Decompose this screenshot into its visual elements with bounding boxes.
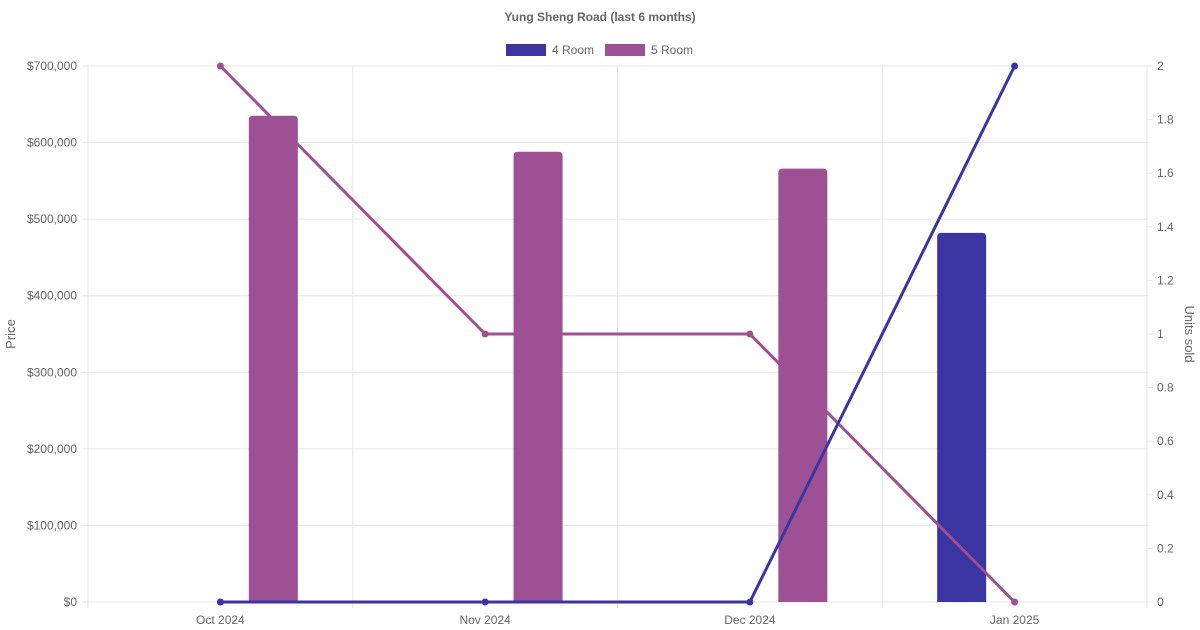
bar-4-room[interactable]	[937, 232, 987, 602]
legend-swatch-4-room[interactable]	[506, 44, 546, 56]
left-tick-label: $300,000	[27, 365, 77, 379]
line-5-room	[219, 64, 1016, 604]
point-4-room[interactable]	[481, 598, 489, 606]
lines	[219, 64, 1016, 604]
legend-label-5-room[interactable]: 5 Room	[651, 43, 693, 57]
right-tick-label: 1.4	[1157, 220, 1174, 234]
left-tick-label: $500,000	[27, 212, 77, 226]
point-5-room[interactable]	[216, 62, 224, 70]
points	[216, 62, 1019, 606]
point-5-room[interactable]	[1011, 598, 1019, 606]
point-4-room[interactable]	[1011, 62, 1019, 70]
left-axis-ticks: $0 $100,000 $200,000 $300,000 $400,000 $500,0…	[27, 59, 77, 609]
right-tick-label: 1.2	[1157, 273, 1174, 287]
left-tick-label: $200,000	[27, 442, 77, 456]
right-tick-label: 0.8	[1157, 381, 1174, 395]
legend-label-4-room[interactable]: 4 Room	[552, 43, 594, 57]
bars	[248, 115, 987, 603]
right-tick-label: 2	[1157, 59, 1164, 73]
right-axis-title: Units sold	[1182, 305, 1197, 362]
right-tick-label: 1	[1157, 327, 1164, 341]
bar-5-room[interactable]	[778, 168, 828, 602]
chart-title: Yung Sheng Road (last 6 months)	[504, 10, 695, 24]
point-4-room[interactable]	[746, 598, 754, 606]
line-4-room	[220, 65, 1016, 604]
point-5-room[interactable]	[481, 330, 489, 338]
left-tick-label: $700,000	[27, 59, 77, 73]
gridlines	[82, 65, 1153, 608]
right-tick-label: 1.8	[1157, 113, 1174, 127]
right-tick-label: 0.2	[1157, 541, 1174, 555]
right-tick-label: 0.4	[1157, 488, 1174, 502]
x-tick-label: Oct 2024	[196, 613, 245, 627]
right-tick-label: 1.6	[1157, 166, 1174, 180]
x-tick-label: Jan 2025	[990, 613, 1040, 627]
left-tick-label: $0	[64, 595, 78, 609]
left-tick-label: $600,000	[27, 136, 77, 150]
left-tick-label: $400,000	[27, 289, 77, 303]
legend: 4 Room 5 Room	[506, 43, 693, 57]
point-4-room[interactable]	[216, 598, 224, 606]
x-tick-label: Dec 2024	[724, 613, 776, 627]
bar-5-room[interactable]	[513, 151, 563, 602]
bar-5-room[interactable]	[248, 115, 298, 603]
right-tick-label: 0	[1157, 595, 1164, 609]
right-tick-label: 0.6	[1157, 434, 1174, 448]
legend-swatch-5-room[interactable]	[605, 44, 645, 56]
left-axis-title: Price	[3, 319, 18, 349]
right-axis-ticks: 0 0.2 0.4 0.6 0.8 1 1.2 1.4 1.6 1.8 2	[1157, 59, 1174, 609]
x-axis-ticks: Oct 2024 Nov 2024 Dec 2024 Jan 2025	[196, 613, 1040, 627]
x-tick-label: Nov 2024	[459, 613, 511, 627]
point-5-room[interactable]	[746, 330, 754, 338]
left-tick-label: $100,000	[27, 518, 77, 532]
